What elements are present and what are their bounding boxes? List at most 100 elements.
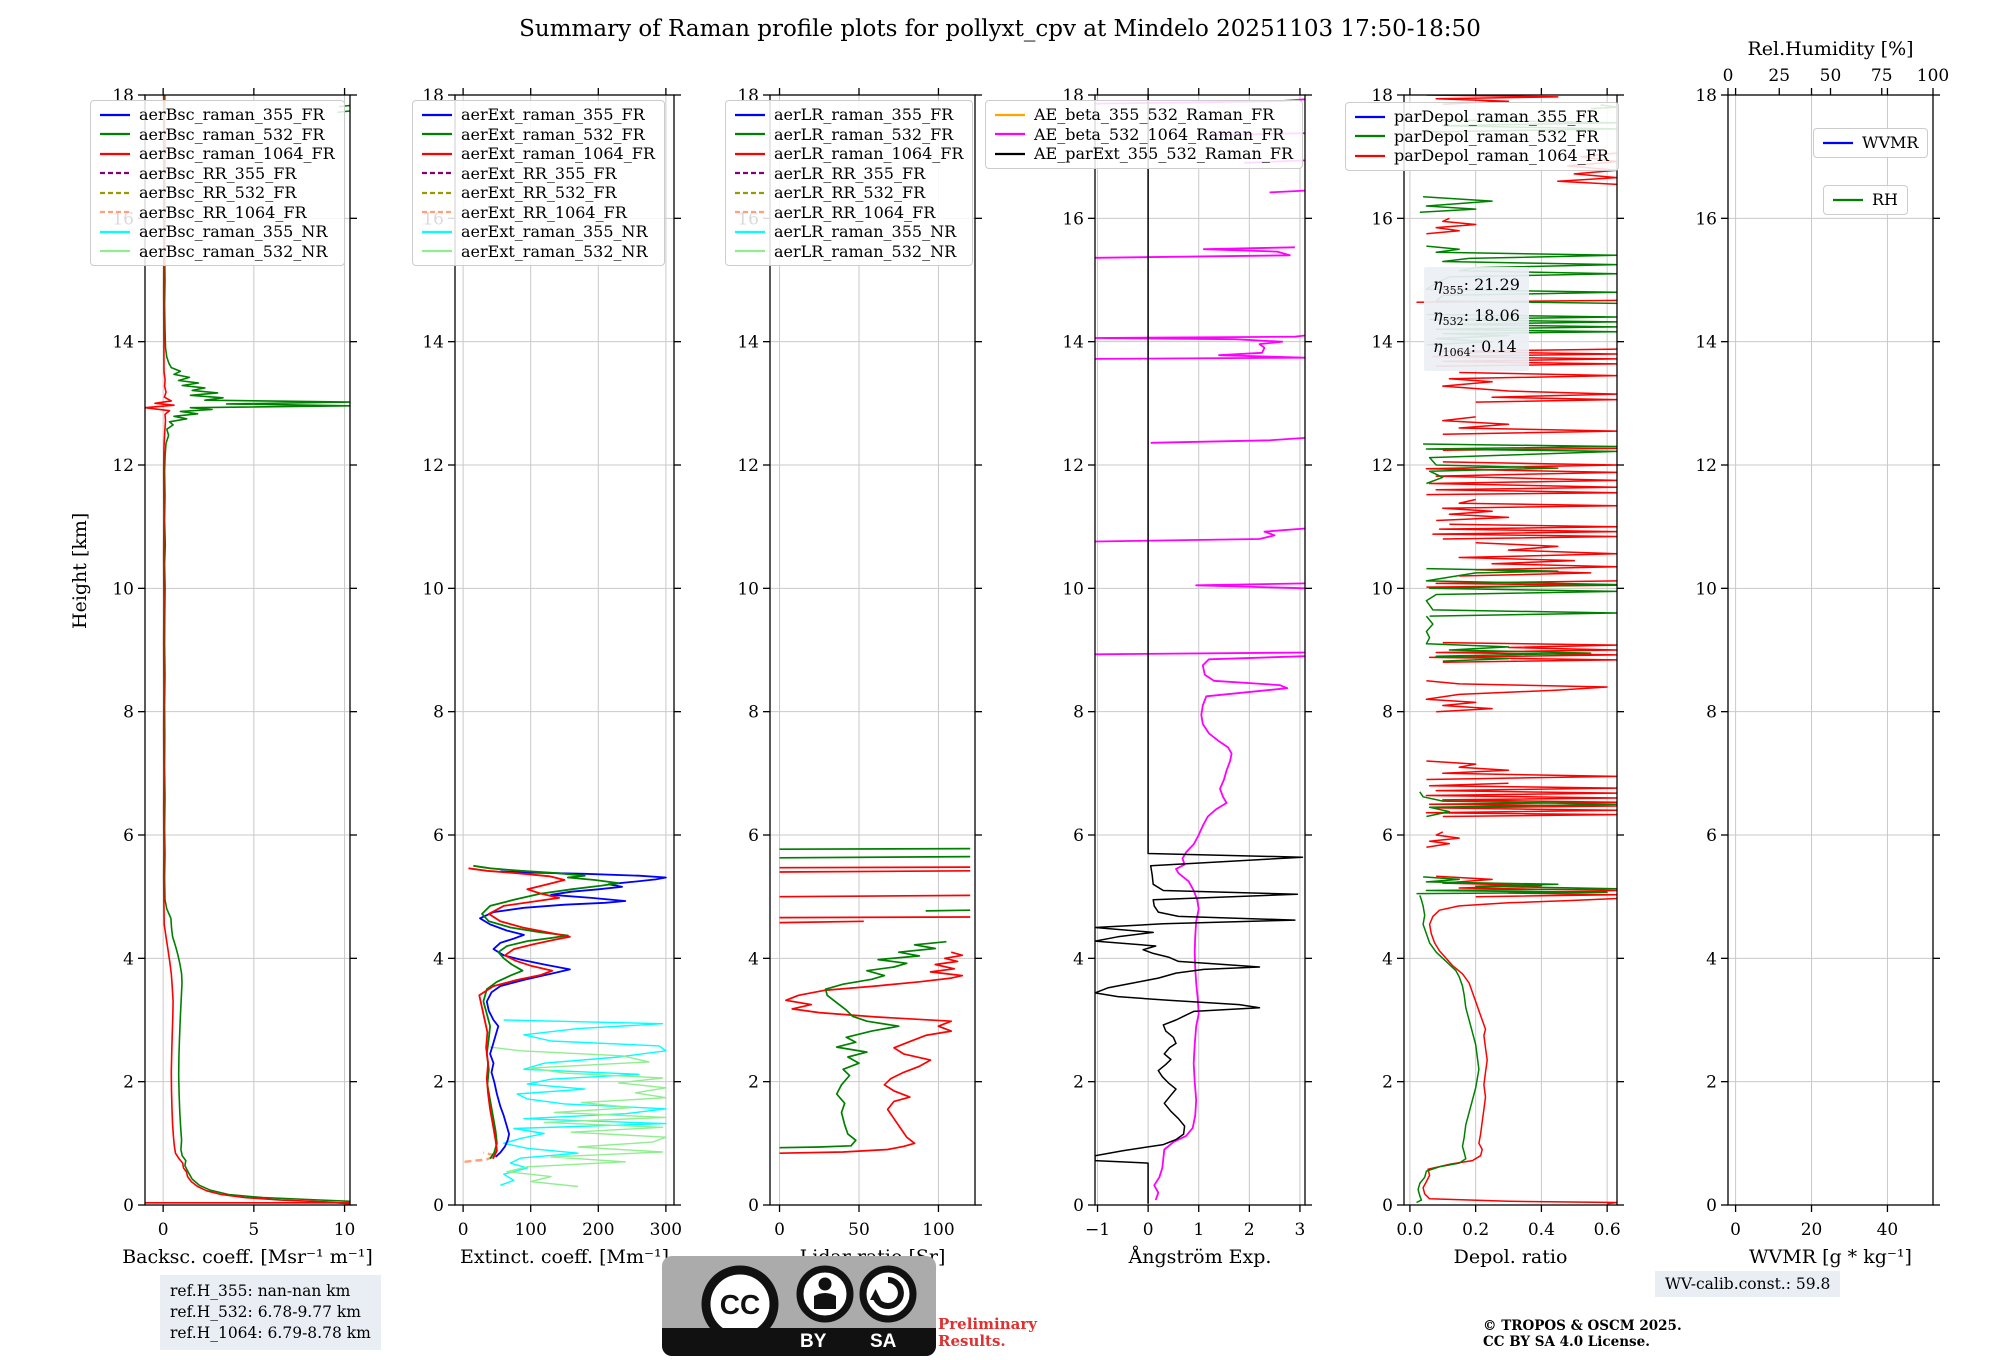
series-parDepol_raman_1064_FR bbox=[1426, 831, 1460, 849]
series-parDepol_raman_532_FR bbox=[1425, 615, 1592, 662]
xtick-label: 40 bbox=[1877, 1220, 1899, 1240]
series-aerLR_raman_532_FR bbox=[779, 847, 971, 851]
series-parDepol_raman_1064_FR bbox=[1436, 875, 1617, 898]
ytick-label: 2 bbox=[1382, 1073, 1393, 1093]
ytick-label: 14 bbox=[1371, 333, 1393, 353]
series-aerBsc_raman_532_FR bbox=[339, 104, 350, 108]
series-aerExt_raman_1064_FR bbox=[468, 867, 571, 1160]
chart-title: Summary of Raman profile plots for polly… bbox=[519, 16, 1481, 42]
ref-height-355: ref.H_355: nan-nan km bbox=[170, 1282, 351, 1300]
top-xtick-label: 0 bbox=[1723, 66, 1734, 86]
xtick-label: 300 bbox=[650, 1220, 682, 1240]
series-aerLR_raman_1064_FR bbox=[779, 920, 864, 924]
series-parDepol_raman_532_FR bbox=[1419, 791, 1617, 818]
series-aerExt_raman_532_NR bbox=[490, 1046, 667, 1188]
series-AE_beta_532_1064_Raman_FR bbox=[1095, 527, 1305, 543]
xtick-label: 0.0 bbox=[1396, 1220, 1423, 1240]
copyright-line-2: CC BY SA 4.0 License. bbox=[1483, 1334, 1650, 1350]
series-parDepol_raman_1064_FR bbox=[1428, 641, 1617, 664]
ytick-label: 10 bbox=[1062, 579, 1084, 599]
xtick-label: 2 bbox=[1244, 1220, 1255, 1240]
series-AE_beta_532_1064_Raman_FR bbox=[1095, 246, 1295, 259]
series-parDepol_raman_1064_FR bbox=[1422, 897, 1617, 1205]
xtick-label: 0 bbox=[1143, 1220, 1154, 1240]
eta-value-1064: η1064: 0.14 bbox=[1433, 337, 1517, 360]
ytick-label: 12 bbox=[737, 456, 759, 476]
eta-value-355: η355: 21.29 bbox=[1433, 275, 1520, 298]
ytick-label: 12 bbox=[1371, 456, 1393, 476]
series-parDepol_raman_532_FR bbox=[1590, 104, 1617, 110]
ytick-label: 10 bbox=[422, 579, 444, 599]
series-aerLR_raman_1064_FR bbox=[779, 951, 964, 1155]
badge-strip: BY SA bbox=[662, 1328, 936, 1356]
series-parDepol_raman_532_FR bbox=[1426, 118, 1617, 133]
ytick-label: 8 bbox=[1706, 703, 1717, 723]
series-AE_beta_532_1064_Raman_FR bbox=[1095, 651, 1305, 656]
ytick-label: 8 bbox=[433, 703, 444, 723]
ytick-label: 0 bbox=[1382, 1196, 1393, 1216]
series-aerExt_raman_355_FR bbox=[479, 870, 667, 1158]
ytick-label: 4 bbox=[433, 949, 444, 969]
series-parDepol_raman_1064_FR bbox=[1442, 416, 1617, 435]
sa-icon bbox=[859, 1265, 917, 1323]
ytick-label: 12 bbox=[1062, 456, 1084, 476]
ytick-label: 12 bbox=[1695, 456, 1717, 476]
ytick-label: 18 bbox=[1371, 86, 1393, 106]
ytick-label: 0 bbox=[123, 1196, 134, 1216]
wv-calib-annotation: WV-calib.const.: 59.8 bbox=[1655, 1271, 1841, 1297]
person-icon bbox=[796, 1265, 854, 1323]
xtick-label: 0.4 bbox=[1528, 1220, 1555, 1240]
series-parDepol_raman_1064_FR bbox=[1425, 782, 1617, 818]
xtick-label: 50 bbox=[848, 1220, 870, 1240]
series-aerLR_raman_1064_FR bbox=[779, 916, 971, 919]
series-aerLR_raman_532_FR bbox=[925, 909, 971, 912]
ytick-label: 0 bbox=[433, 1196, 444, 1216]
xtick-label: 200 bbox=[582, 1220, 614, 1240]
ytick-label: 2 bbox=[123, 1073, 134, 1093]
ytick-label: 6 bbox=[748, 826, 759, 846]
plot-extinction: 0 100 200 300 0 2 4 6 8 10 12 14 16 18 Extinct. coeff.… bbox=[422, 86, 682, 1268]
ytick-label: 6 bbox=[123, 826, 134, 846]
top-xtick-label: 25 bbox=[1768, 66, 1790, 86]
series-AE_beta_532_1064_Raman_FR bbox=[1195, 582, 1305, 590]
series-aerBsc_raman_532_FR bbox=[337, 110, 350, 114]
series-aerExt_raman_355_NR bbox=[500, 1019, 667, 1186]
xtick-label: 1 bbox=[1193, 1220, 1204, 1240]
xlabel-wvmr: WVMR [g * kg⁻¹] bbox=[1749, 1246, 1912, 1268]
xtick-label: −1 bbox=[1085, 1220, 1110, 1240]
ytick-label: 18 bbox=[1695, 86, 1717, 106]
ytick-label: 2 bbox=[1073, 1073, 1084, 1093]
ytick-label: 16 bbox=[112, 209, 134, 229]
series-aerBsc_raman_1064_FR bbox=[145, 95, 350, 1205]
series-aerLR_raman_532_FR bbox=[779, 940, 947, 1149]
top-xtick-label: 75 bbox=[1871, 66, 1893, 86]
series-aerExt_raman_532_FR bbox=[473, 864, 620, 1160]
ytick-label: 18 bbox=[1062, 86, 1084, 106]
ytick-label: 8 bbox=[123, 703, 134, 723]
ytick-label: 16 bbox=[737, 209, 759, 229]
ytick-label: 8 bbox=[748, 703, 759, 723]
ytick-label: 16 bbox=[1062, 209, 1084, 229]
ytick-label: 6 bbox=[1382, 826, 1393, 846]
ytick-label: 6 bbox=[1706, 826, 1717, 846]
ytick-label: 14 bbox=[1695, 333, 1717, 353]
xlabel-extinction: Extinct. coeff. [Mm⁻¹] bbox=[460, 1246, 669, 1268]
ytick-label: 10 bbox=[1695, 579, 1717, 599]
badge-sa-label: SA bbox=[870, 1331, 897, 1352]
copyright-line-1: © TROPOS & OSCM 2025. bbox=[1483, 1318, 1682, 1334]
ytick-label: 4 bbox=[123, 949, 134, 969]
ytick-label: 14 bbox=[112, 333, 134, 353]
xtick-label: 0.2 bbox=[1462, 1220, 1489, 1240]
plot-wvmr: 0 20 40 0 2 4 6 8 10 12 14 16 18 WVMR [g * kg⁻¹] 0 25 50… bbox=[1695, 38, 1949, 1268]
ytick-label: 8 bbox=[1073, 703, 1084, 723]
series-aerLR_raman_1064_FR bbox=[779, 866, 971, 869]
series-parDepol_raman_532_FR bbox=[1423, 443, 1617, 485]
top-xtick-label: 100 bbox=[1917, 66, 1949, 86]
ytick-label: 4 bbox=[748, 949, 759, 969]
ytick-label: 16 bbox=[1371, 209, 1393, 229]
xlabel-depol: Depol. ratio bbox=[1454, 1246, 1568, 1268]
ytick-label: 10 bbox=[737, 579, 759, 599]
series-aerLR_raman_1064_FR bbox=[779, 894, 971, 898]
series-AE_beta_532_1064_Raman_FR bbox=[1095, 98, 1305, 105]
